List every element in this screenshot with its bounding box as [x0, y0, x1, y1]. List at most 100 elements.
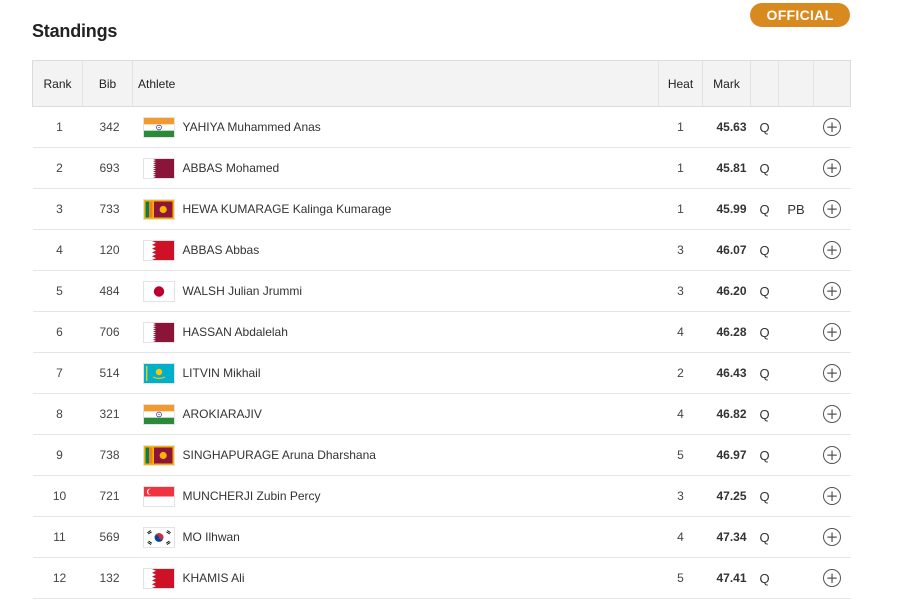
qualification-cell: Q	[759, 160, 770, 176]
plus-circle-icon[interactable]: +	[823, 487, 841, 505]
rank-cell: 12	[52, 571, 67, 585]
expand-cell: +	[814, 107, 851, 148]
plus-circle-icon[interactable]: +	[823, 282, 841, 300]
expand-cell: +	[814, 271, 851, 312]
plus-circle-icon[interactable]: +	[823, 364, 841, 382]
table-row: 5 484 WALSH Julian Jrummi 3 46.20 Q +	[32, 271, 851, 312]
record-cell	[779, 435, 814, 476]
plus-circle-icon[interactable]: +	[823, 569, 841, 587]
column-header-record	[778, 60, 814, 107]
expand-cell: +	[814, 189, 851, 230]
plus-circle-icon[interactable]: +	[823, 446, 841, 464]
record-cell	[779, 476, 814, 517]
qualification-cell: Q	[759, 201, 770, 217]
record-cell	[779, 271, 814, 312]
bib-cell: 514	[99, 366, 120, 380]
qualification-cell: Q	[759, 283, 770, 299]
rank-cell: 11	[53, 530, 66, 544]
expand-cell: +	[814, 394, 851, 435]
singapore-flag-icon	[142, 485, 175, 507]
qualification-cell: Q	[759, 242, 770, 258]
page-title: Standings	[32, 21, 118, 41]
athlete-name[interactable]: WALSH Julian Jrummi	[182, 284, 303, 298]
bib-cell: 569	[99, 530, 120, 544]
bib-cell: 484	[99, 284, 120, 298]
table-row: 3 733 HEWA KUMARAGE Kalinga Kumarage 1 45.99…	[32, 189, 851, 230]
mark-cell: 45.63	[716, 120, 747, 134]
athlete-cell: YAHIYA Muhammed Anas	[133, 107, 659, 148]
plus-circle-icon[interactable]: +	[823, 200, 841, 218]
athlete-name[interactable]: KHAMIS Ali	[182, 571, 245, 585]
sri-lanka-flag-icon	[142, 444, 175, 466]
japan-flag-icon	[142, 280, 175, 302]
qualification-cell: Q	[759, 570, 770, 586]
plus-circle-icon[interactable]: +	[823, 323, 841, 341]
athlete-cell: AROKIARAJIV	[133, 394, 659, 435]
table-row: 8 321 AROKIARAJIV 4 46.82 Q +	[32, 394, 851, 435]
table-row: 12 132 KHAMIS Ali 5 47.41 Q +	[32, 558, 851, 599]
mark-cell: 46.82	[716, 407, 747, 421]
table-row: 11 569 MO Ilhwan 4 47.34 Q +	[32, 517, 851, 558]
qatar-flag-icon	[142, 157, 175, 179]
table-row: 7 514 LITVIN Mikhail 2 46.43 Q +	[32, 353, 851, 394]
rank-cell: 6	[56, 325, 63, 339]
plus-circle-icon[interactable]: +	[823, 405, 841, 423]
kazakhstan-flag-icon	[142, 362, 175, 384]
rank-cell: 1	[56, 120, 63, 134]
plus-circle-icon[interactable]: +	[823, 241, 841, 259]
heat-cell: 1	[677, 120, 684, 134]
athlete-name[interactable]: MUNCHERJI Zubin Percy	[182, 489, 321, 503]
qualification-cell: Q	[759, 529, 770, 545]
athlete-cell: ABBAS Abbas	[133, 230, 659, 271]
mark-cell: 47.25	[716, 489, 747, 503]
mark-cell: 45.99	[716, 202, 747, 216]
column-header-athlete: Athlete	[132, 60, 659, 107]
standings-table: Rank Bib Athlete Heat Mark 1 342 YAHIYA Mu…	[32, 60, 851, 599]
table-row: 2 693 ABBAS Mohamed 1 45.81 Q +	[32, 148, 851, 189]
plus-circle-icon[interactable]: +	[823, 118, 841, 136]
south-korea-flag-icon	[142, 526, 175, 548]
heat-cell: 4	[677, 325, 684, 339]
athlete-name[interactable]: ABBAS Mohamed	[182, 161, 280, 175]
table-row: 10 721 MUNCHERJI Zubin Percy 3 47.25 Q +	[32, 476, 851, 517]
athlete-name[interactable]: YAHIYA Muhammed Anas	[182, 120, 321, 134]
plus-circle-icon[interactable]: +	[823, 528, 841, 546]
record-cell	[779, 353, 814, 394]
rank-cell: 2	[56, 161, 63, 175]
record-cell	[779, 107, 814, 148]
qualification-cell: Q	[759, 365, 770, 381]
status-badge: OFFICIAL	[750, 3, 850, 27]
plus-circle-icon[interactable]: +	[823, 159, 841, 177]
table-row: 9 738 SINGHAPURAGE Aruna Dharshana 5 46.97 Q +	[32, 435, 851, 476]
column-header-bib: Bib	[82, 60, 133, 107]
expand-cell: +	[814, 476, 851, 517]
athlete-name[interactable]: ABBAS Abbas	[182, 243, 260, 257]
rank-cell: 9	[56, 448, 63, 462]
rank-cell: 10	[52, 489, 67, 503]
mark-cell: 46.43	[716, 366, 747, 380]
athlete-name[interactable]: SINGHAPURAGE Aruna Dharshana	[182, 448, 376, 462]
bib-cell: 733	[99, 202, 120, 216]
athlete-cell: MUNCHERJI Zubin Percy	[133, 476, 659, 517]
athlete-name[interactable]: MO Ilhwan	[182, 530, 240, 544]
qualification-cell: Q	[759, 324, 770, 340]
column-header-rank: Rank	[32, 60, 83, 107]
record-cell: PB	[787, 201, 805, 217]
bib-cell: 132	[99, 571, 120, 585]
expand-cell: +	[814, 517, 851, 558]
bib-cell: 342	[99, 120, 120, 134]
athlete-name[interactable]: LITVIN Mikhail	[182, 366, 261, 380]
athlete-cell: SINGHAPURAGE Aruna Dharshana	[133, 435, 659, 476]
table-row: 1 342 YAHIYA Muhammed Anas 1 45.63 Q +	[32, 107, 851, 148]
athlete-name[interactable]: AROKIARAJIV	[182, 407, 262, 421]
heat-cell: 5	[677, 571, 684, 585]
qatar-flag-icon	[142, 321, 175, 343]
athlete-name[interactable]: HEWA KUMARAGE Kalinga Kumarage	[182, 202, 392, 216]
column-header-heat: Heat	[658, 60, 703, 107]
rank-cell: 7	[56, 366, 63, 380]
mark-cell: 46.28	[716, 325, 747, 339]
rank-cell: 4	[56, 243, 63, 257]
heat-cell: 3	[677, 489, 684, 503]
athlete-name[interactable]: HASSAN Abdalelah	[182, 325, 288, 339]
table-row: 6 706 HASSAN Abdalelah 4 46.28 Q +	[32, 312, 851, 353]
